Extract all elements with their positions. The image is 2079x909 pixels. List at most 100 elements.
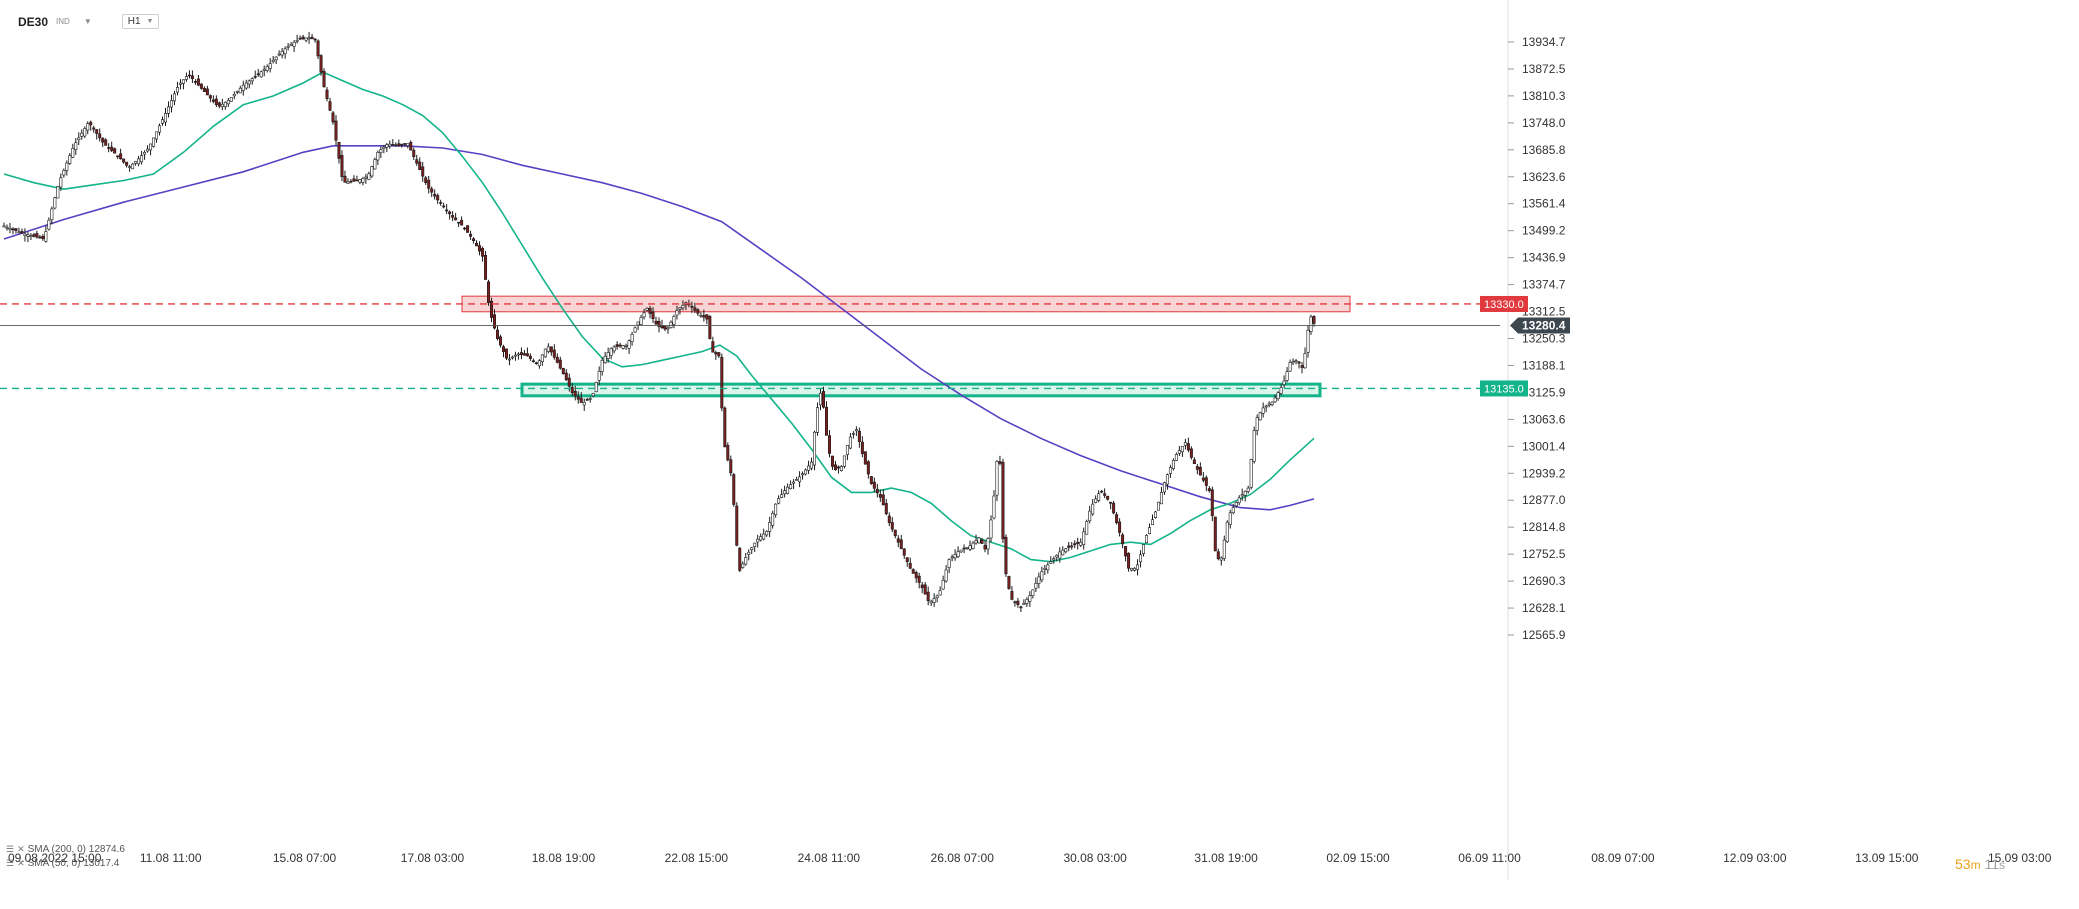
candle-body [280,51,284,56]
candle-body [884,503,888,515]
candle-body [932,598,936,603]
candle-body [199,83,203,89]
chevron-down-icon[interactable]: ▼ [83,17,92,26]
price-tick-label: 13250.3 [1522,332,1566,346]
candle-body [175,87,179,93]
price-tick-label: 13623.6 [1522,170,1566,184]
candle-body [436,195,440,201]
price-axis[interactable]: 13934.7 13872.5 13810.3 13748.0 13685.8 13623… [1507,0,1566,880]
candle-body [1210,489,1214,517]
candle-body [836,466,840,469]
price-tick-label: 13499.2 [1522,224,1566,238]
time-tick-label: 11.08 11:00 [140,851,202,865]
candle-body [451,215,455,218]
candle-body [322,70,326,88]
price-tick-label: 13872.5 [1522,62,1566,76]
price-tags: 13330.0 13135.0 13280.4 [1480,295,1570,397]
candle-body [555,356,559,363]
candle-body [1022,603,1026,605]
candle-body [845,445,849,455]
sma-200-path [3,145,1315,511]
candle-body [729,459,733,474]
candle-body [424,177,428,183]
candle-body [71,147,75,158]
symbol-label[interactable]: DE30 [18,14,49,29]
candle-body [896,538,900,543]
price-tick-label: 13810.3 [1522,89,1566,103]
candle-body [534,362,538,365]
candle-body [349,180,353,183]
candle-body [546,346,550,352]
candle-body [448,211,452,215]
candle-body [1252,430,1256,462]
candle-body [528,355,532,359]
candle-body [50,208,54,220]
candle-body [642,312,646,318]
candle-body [35,233,39,238]
menu-icon[interactable]: ☰ [6,858,15,868]
candle-body [181,79,185,84]
candle-body [95,129,99,134]
candle-body [158,125,162,133]
candle-body [762,533,766,540]
candle-body [699,314,703,317]
candle-body [1198,466,1202,476]
candle-body [466,225,470,233]
candle-body [11,228,15,231]
candle-body [283,48,287,54]
candle-body [47,219,51,230]
candle-body [415,159,419,164]
candle-body [430,188,434,193]
candle-body [1106,495,1110,500]
time-axis[interactable]: 09.08.2022 15:00 11.08 11:00 15.08 07:00 17… [8,851,2052,865]
candle-body [558,359,562,369]
candle-body [493,314,497,329]
menu-icon[interactable]: ☰ [6,844,15,854]
candle-body [941,580,945,590]
price-tick-label: 13125.9 [1522,385,1566,399]
candle-body [104,139,108,146]
legend-sma-50[interactable]: ☰ ✕ SMA (50, 0) 13017.4 [6,858,119,869]
timeframe-dropdown[interactable]: H1 ▼ [121,14,160,29]
candle-body [355,179,359,182]
candle-body [567,377,571,387]
price-tick-label: 13374.7 [1522,278,1566,292]
candle-body [839,466,843,471]
sma-50-line [3,71,1315,563]
candle-body [1064,548,1068,553]
sma-200-line [3,145,1315,511]
candle-body [250,78,254,82]
time-tick-label: 15.09 03:00 [1988,851,2052,865]
candle-body [187,74,191,77]
candle-body [872,481,876,489]
candle-body [956,551,960,557]
candle-body [1124,546,1128,557]
legend-sma-200[interactable]: ☰ ✕ SMA (200, 0) 12874.6 [6,844,125,855]
candle-body [708,315,712,339]
candle-body [1025,599,1029,604]
candle-body [1010,591,1014,600]
candle-body [549,346,553,353]
candle-body [735,505,739,546]
current-price-tag-bg [1510,317,1570,334]
time-tick-label: 06.09 11:00 [1458,851,1521,865]
candle-body [1007,576,1011,589]
candle-body [510,356,514,359]
time-tick-label: 09.08.2022 15:00 [8,851,102,865]
close-icon[interactable]: ✕ [17,844,25,854]
candle-body [65,162,69,171]
candle-body [1309,316,1313,332]
candle-body [1273,397,1277,403]
candle-body [824,406,828,436]
candle-body [1049,561,1053,564]
candle-body [989,519,993,539]
candle-body [244,82,248,89]
candle-body [92,127,96,130]
price-tick-label: 13685.8 [1522,143,1566,157]
close-icon[interactable]: ✕ [17,858,25,868]
candle-body [564,372,568,381]
candle-body [484,255,488,280]
candle-body [1052,558,1056,561]
candle-body [116,155,120,158]
